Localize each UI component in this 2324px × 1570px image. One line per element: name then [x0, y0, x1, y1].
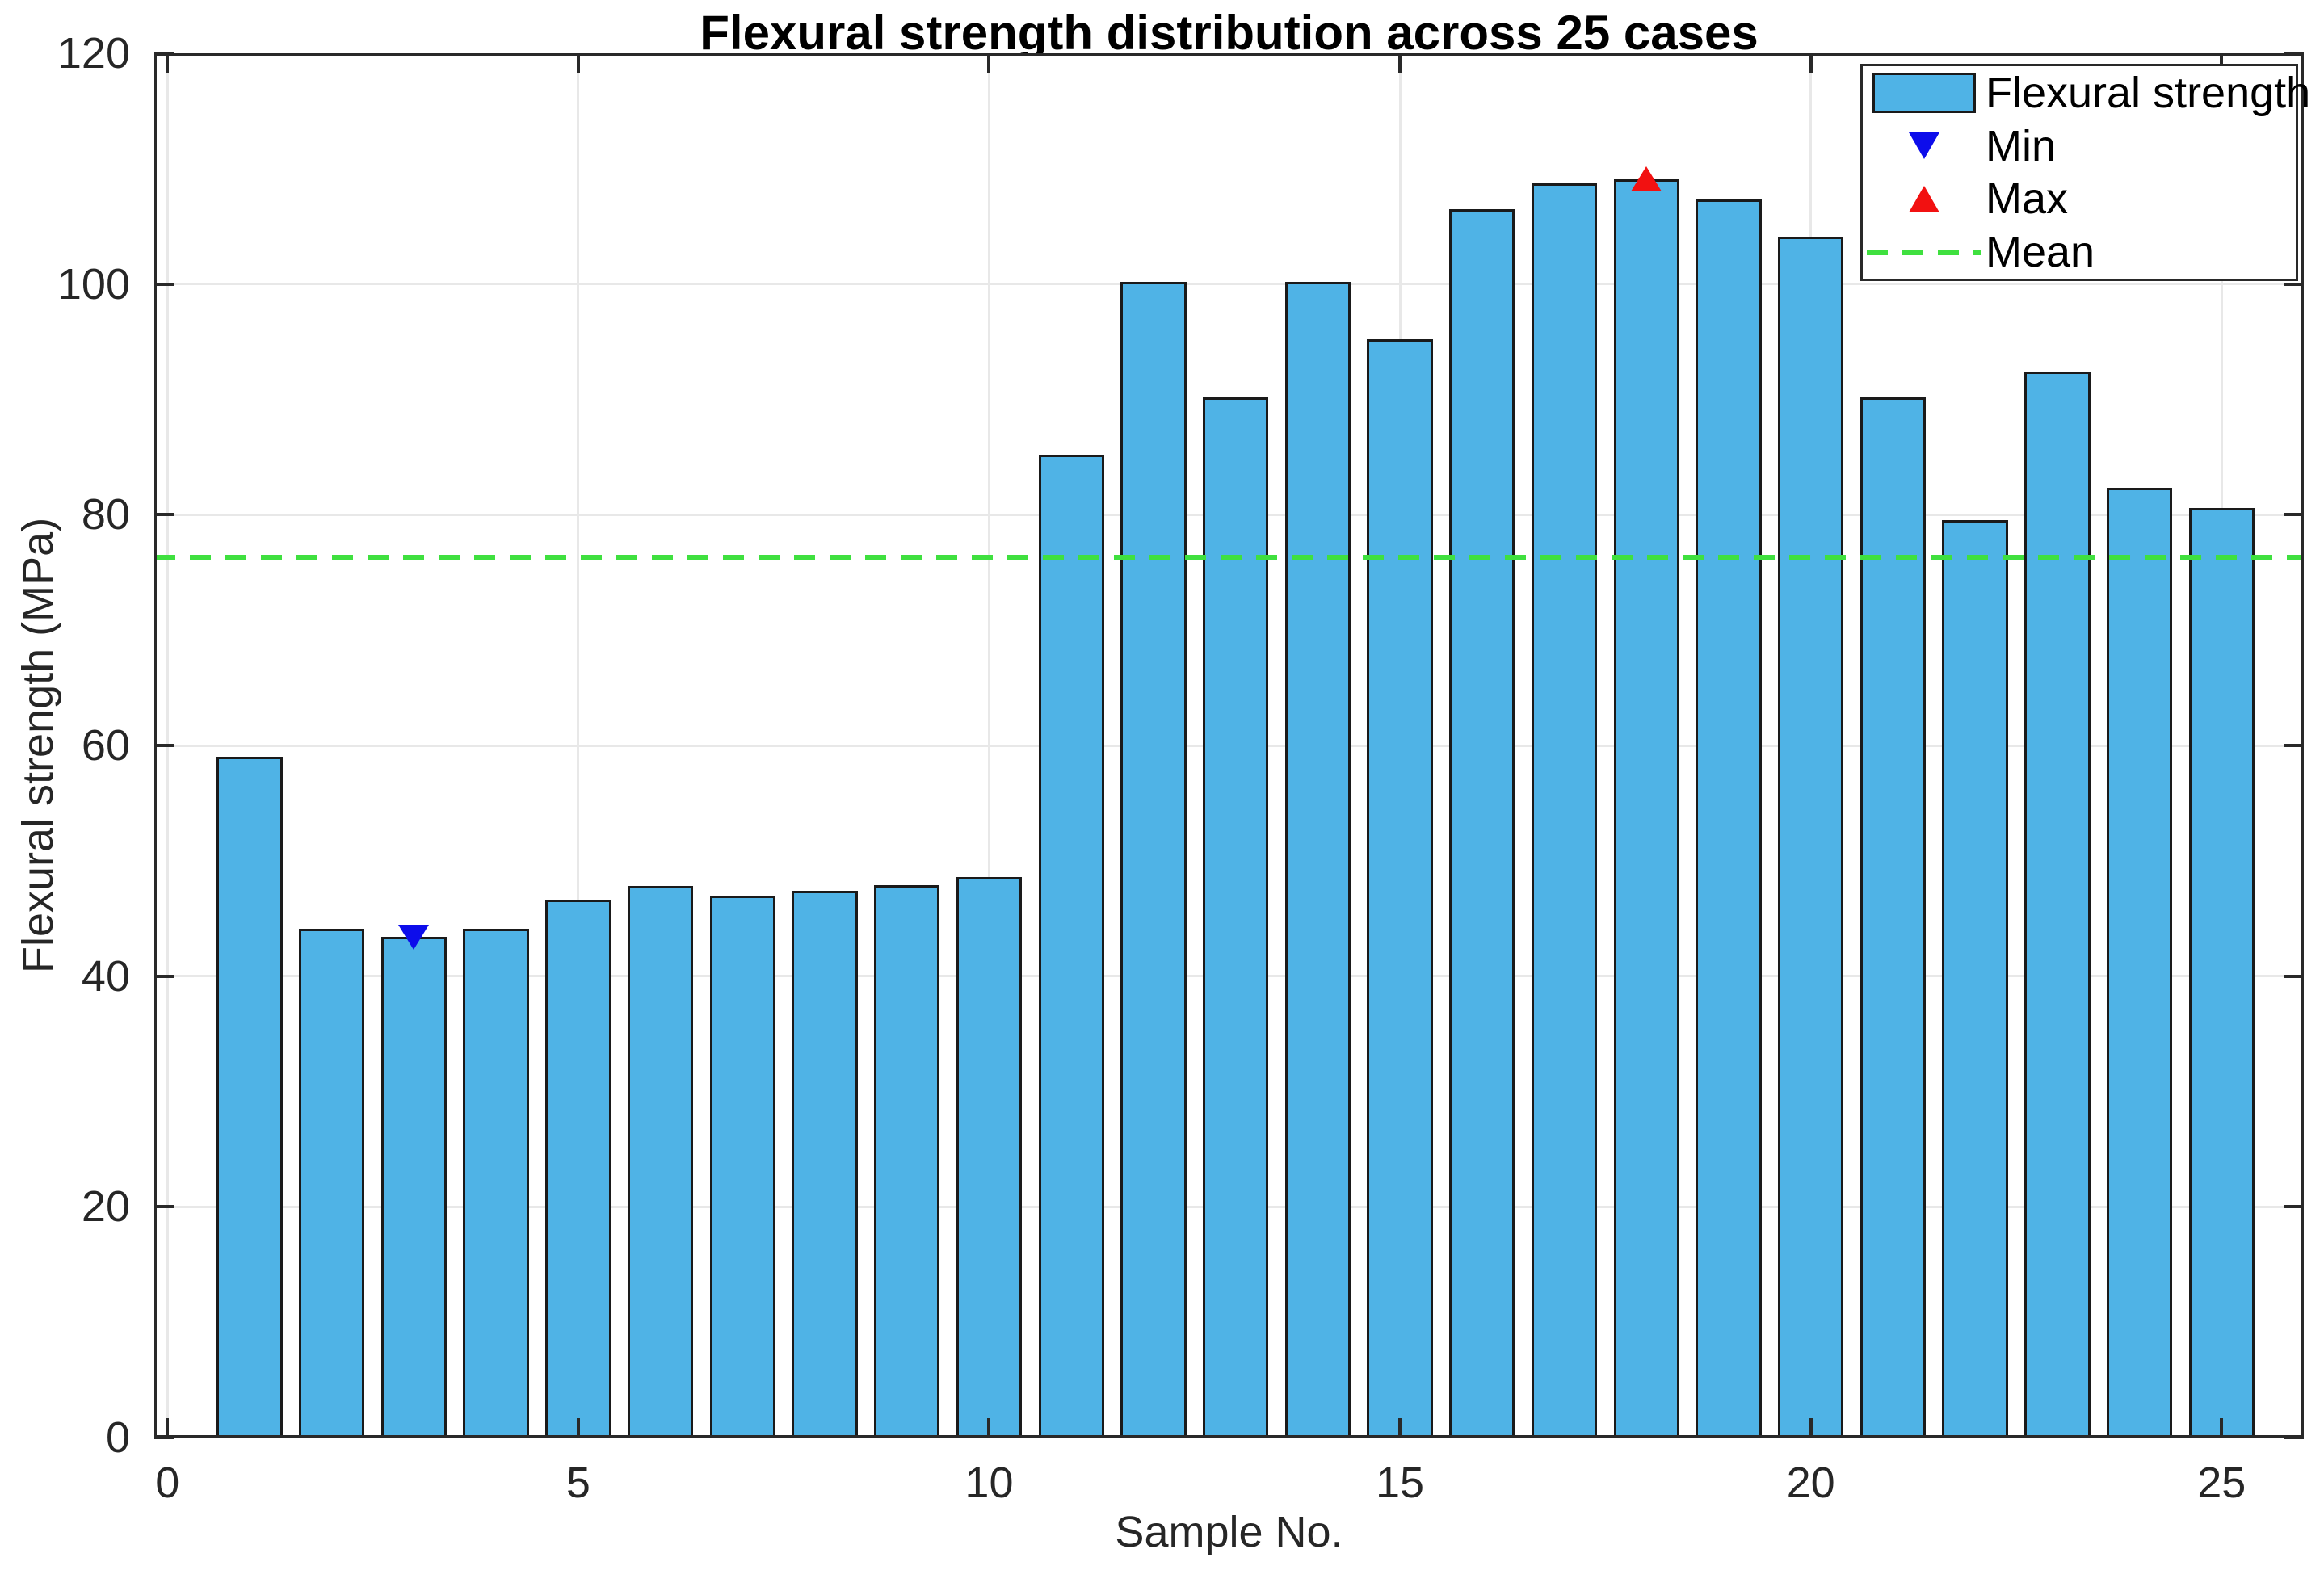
legend-swatch-col	[1863, 72, 1986, 113]
bar-sample-24	[2106, 488, 2173, 1438]
legend-swatch-triangle-down	[1909, 132, 1939, 160]
legend-row: Flexural strength	[1863, 66, 2310, 120]
bar-sample-12	[1120, 281, 1187, 1438]
x-tick-label: 20	[1786, 1459, 1835, 1507]
x-tick	[1809, 53, 1813, 73]
y-tick	[2284, 974, 2304, 978]
bar-sample-7	[709, 895, 775, 1438]
legend: Flexural strength Min Max Mean	[1860, 64, 2310, 281]
y-tick	[2284, 513, 2304, 517]
y-tick	[2284, 52, 2304, 55]
x-tick-label: 10	[964, 1459, 1014, 1507]
x-tick	[987, 1418, 991, 1438]
y-tick	[2284, 1205, 2304, 1209]
max-marker	[1631, 166, 1662, 191]
bar-sample-16	[1449, 208, 1515, 1438]
x-axis-label: Sample No.	[1115, 1508, 1343, 1556]
bar-sample-15	[1367, 339, 1433, 1438]
x-tick	[576, 53, 580, 73]
min-marker	[398, 925, 430, 951]
bar-sample-18	[1613, 178, 1679, 1438]
y-tick	[154, 52, 174, 55]
legend-swatch-dashed-line	[1867, 249, 1981, 255]
x-tick-label: 15	[1376, 1459, 1425, 1507]
x-tick	[987, 53, 991, 73]
bar-sample-21	[1860, 397, 1927, 1438]
bar-sample-10	[956, 876, 1023, 1438]
legend-label: Mean	[1986, 228, 2095, 277]
legend-row: Mean	[1863, 225, 2296, 279]
plot-area: 0 20 40 60 80 100 120 0 5 10 15 20 25	[57, 31, 2304, 1505]
y-tick-label: 80	[81, 490, 130, 539]
x-tick-label: 5	[565, 1459, 590, 1507]
bar-sample-3	[380, 937, 448, 1438]
bar-sample-6	[627, 886, 694, 1438]
x-tick	[1398, 53, 1402, 73]
y-tick	[2284, 282, 2304, 286]
x-tick-label: 25	[2197, 1459, 2246, 1507]
bar-sample-8	[792, 890, 858, 1438]
x-tick	[2220, 53, 2224, 73]
x-gridline	[577, 53, 580, 1438]
y-tick	[2284, 744, 2304, 747]
bar-sample-11	[1038, 455, 1104, 1438]
legend-swatch-triangle-up	[1909, 185, 1939, 212]
legend-row: Min	[1863, 120, 2296, 173]
x-gridline	[987, 53, 990, 1438]
legend-label: Flexural strength	[1986, 68, 2311, 117]
bar-sample-1	[216, 757, 283, 1438]
y-tick-label: 120	[57, 29, 130, 78]
x-tick	[1398, 1418, 1402, 1438]
bar-sample-4	[463, 929, 529, 1438]
legend-swatch-col	[1863, 249, 1986, 255]
y-tick	[154, 744, 174, 747]
y-tick-label: 0	[105, 1413, 130, 1462]
y-tick-label: 20	[81, 1182, 130, 1232]
bar-sample-17	[1531, 183, 1598, 1438]
y-tick	[2284, 1436, 2304, 1439]
bar-sample-5	[545, 900, 611, 1438]
x-tick	[1809, 1418, 1813, 1438]
y-tick-label: 40	[81, 951, 130, 1001]
bar-sample-23	[2024, 372, 2091, 1438]
bar-sample-13	[1202, 397, 1269, 1438]
bar-sample-9	[874, 884, 940, 1438]
legend-label: Min	[1986, 121, 2057, 170]
legend-swatch-col	[1863, 185, 1986, 212]
legend-swatch-col	[1863, 132, 1986, 160]
x-tick	[166, 1418, 170, 1438]
legend-label: Max	[1986, 174, 2069, 224]
bar-sample-2	[299, 929, 365, 1438]
legend-row: Max	[1863, 173, 2296, 226]
y-tick-label: 100	[57, 259, 130, 309]
bar-sample-22	[1942, 520, 2008, 1438]
x-tick-label: 0	[155, 1459, 180, 1507]
y-gridline	[154, 283, 2304, 286]
y-tick-label: 60	[81, 721, 130, 770]
mean-line	[154, 555, 2304, 560]
bar-sample-20	[1777, 237, 1844, 1438]
y-tick	[154, 513, 174, 517]
y-tick	[154, 1205, 174, 1209]
y-tick	[154, 1436, 174, 1439]
legend-swatch-bar-patch	[1872, 72, 1976, 113]
x-tick	[576, 1418, 580, 1438]
bar-sample-19	[1696, 199, 1762, 1438]
chart-title: Flexural strength distribution across 25…	[700, 6, 1759, 60]
x-tick	[2220, 1418, 2224, 1438]
y-tick	[154, 282, 174, 286]
bar-sample-25	[2188, 507, 2255, 1438]
x-tick	[166, 53, 170, 73]
bar-sample-14	[1284, 281, 1351, 1438]
y-tick	[154, 974, 174, 978]
